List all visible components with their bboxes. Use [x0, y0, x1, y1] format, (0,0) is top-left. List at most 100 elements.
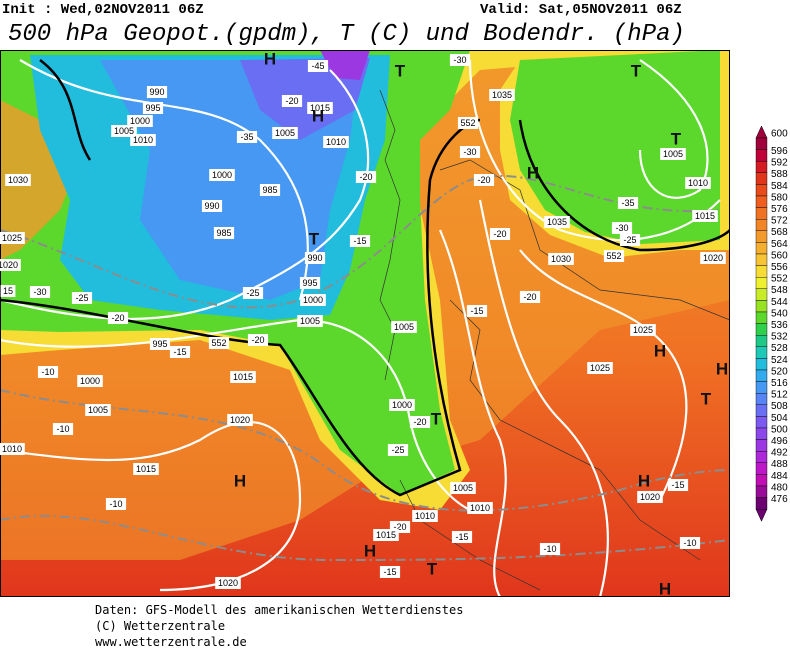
label-box [227, 414, 253, 426]
pressure-center: H [264, 49, 276, 68]
isoline-label: -20 [111, 313, 124, 323]
isobar [0, 318, 471, 511]
isoline-label: -10 [683, 538, 696, 548]
isoline-label: -35 [621, 198, 634, 208]
label-box [208, 337, 230, 349]
label-box [300, 294, 326, 306]
label-box [236, 131, 258, 143]
isoline-label: 1000 [392, 400, 412, 410]
isobar [0, 69, 370, 321]
isoline-label: 1010 [133, 135, 153, 145]
colorbar-label: 504 [771, 413, 788, 424]
colorbar-label: 580 [771, 192, 788, 203]
colorbar-label: 576 [771, 204, 788, 215]
label-box [272, 127, 298, 139]
colorbar-swatch [755, 149, 768, 162]
label-box [133, 463, 159, 475]
isoline-label: 552 [606, 251, 621, 261]
isobar [519, 249, 688, 501]
isoline-label: 1010 [688, 178, 708, 188]
colorbar-label: 488 [771, 459, 788, 470]
isoline-label: 1015 [310, 103, 330, 113]
label-box [459, 146, 481, 158]
colorbar-label: 544 [771, 297, 788, 308]
colorbar-label: 480 [771, 482, 788, 493]
label-box [259, 184, 281, 196]
isotherm [0, 514, 730, 562]
isoline-label: 1035 [492, 90, 512, 100]
label-box [637, 491, 663, 503]
label-box [0, 259, 21, 271]
isoline-label: -10 [543, 544, 556, 554]
colorbar-label: 512 [771, 390, 788, 401]
colorbar-label: 564 [771, 239, 788, 250]
pressure-center: H [364, 541, 376, 560]
label-box [611, 222, 633, 234]
isoline-label: 1005 [453, 483, 473, 493]
label-box [603, 250, 625, 262]
colorbar-swatch [755, 137, 768, 150]
colorbar-swatch [755, 369, 768, 382]
colorbar-swatch [755, 323, 768, 336]
isoline-label: 1020 [640, 492, 660, 502]
label-box [451, 531, 473, 543]
isoline-label: -15 [383, 567, 396, 577]
colorbar-swatch [755, 160, 768, 173]
isoline-label: 990 [149, 87, 164, 97]
colorbar-swatch [755, 184, 768, 197]
label-box [127, 115, 153, 127]
label-box [387, 444, 409, 456]
isoline-label: 1010 [2, 444, 22, 454]
pressure-center: H [312, 106, 324, 125]
label-box [307, 102, 333, 114]
isoline-label: -20 [493, 229, 506, 239]
label-box [587, 362, 613, 374]
isoline-label: 1025 [2, 233, 22, 243]
label-box [449, 54, 471, 66]
label-box [457, 117, 479, 129]
isobar [0, 421, 302, 592]
colorbar-swatch [755, 462, 768, 475]
isoline-label: 1035 [547, 217, 567, 227]
isoline-label: -25 [75, 293, 88, 303]
colorbar-swatch [755, 497, 768, 510]
isoline-label: 1005 [300, 316, 320, 326]
map-title: 500 hPa Geopot.(gpdm), T (C) und Bodendr… [8, 21, 685, 48]
isoline-label: -20 [393, 522, 406, 532]
label-box [149, 338, 171, 350]
isoline-label: -20 [251, 335, 264, 345]
label-box [201, 200, 223, 212]
pressure-center: H [654, 341, 666, 360]
colorbar-tip [755, 508, 768, 522]
isoline-label: 1015 [695, 211, 715, 221]
isotherm [0, 175, 721, 309]
isoline-label: -10 [109, 499, 122, 509]
colorbar-swatch [755, 288, 768, 301]
label-box [52, 423, 74, 435]
label-box [142, 102, 164, 114]
isoline-label: 552 [460, 118, 475, 128]
label-box [544, 216, 570, 228]
label-box [660, 148, 686, 160]
label-box [412, 510, 438, 522]
isoline-label: 15 [3, 286, 13, 296]
isoline-label: 1015 [376, 530, 396, 540]
colorbar-label: 548 [771, 285, 788, 296]
label-box [373, 529, 399, 541]
isoline-label: -45 [311, 61, 324, 71]
label-box [169, 346, 191, 358]
colorbar-label: 524 [771, 355, 788, 366]
colorbar-label: 552 [771, 274, 788, 285]
isotherm [0, 389, 730, 512]
label-box [489, 228, 511, 240]
colorbar-label: 536 [771, 320, 788, 331]
pressure-center: T [701, 389, 712, 408]
colorbar-label: 556 [771, 262, 788, 273]
colorbar-swatch [755, 485, 768, 498]
pressure-center: T [309, 229, 320, 248]
label-box [349, 235, 371, 247]
colorbar-swatch [755, 265, 768, 278]
isoline-label: -30 [453, 55, 466, 65]
label-box [85, 404, 111, 416]
